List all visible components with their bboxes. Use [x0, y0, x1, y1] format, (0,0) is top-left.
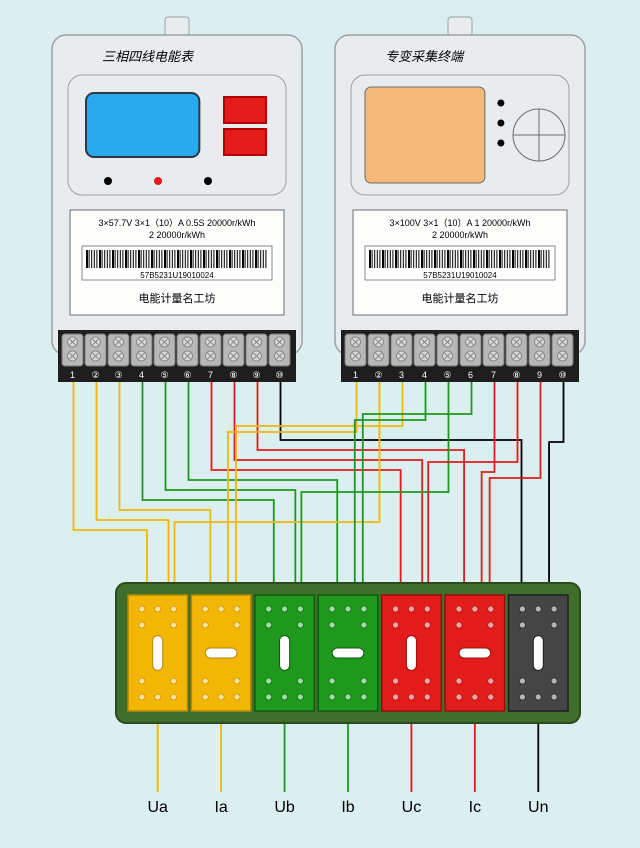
svg-text:Un: Un — [528, 799, 548, 816]
svg-text:②: ② — [91, 370, 99, 380]
svg-text:⑤: ⑤ — [160, 370, 168, 380]
svg-text:③: ③ — [114, 370, 122, 380]
svg-text:57B5231U19010024: 57B5231U19010024 — [423, 271, 497, 280]
svg-text:三相四线电能表: 三相四线电能表 — [102, 49, 195, 64]
svg-text:⑧: ⑧ — [229, 370, 237, 380]
svg-text:⑩: ⑩ — [558, 370, 566, 380]
svg-text:电能计量名工坊: 电能计量名工坊 — [422, 291, 499, 305]
svg-text:1: 1 — [353, 370, 358, 380]
svg-text:Uc: Uc — [402, 799, 422, 816]
svg-text:Ib: Ib — [341, 799, 354, 816]
svg-text:4: 4 — [139, 370, 144, 380]
svg-text:7: 7 — [208, 370, 213, 380]
svg-text:7: 7 — [491, 370, 496, 380]
svg-text:Ia: Ia — [214, 799, 227, 816]
svg-text:⑩: ⑩ — [275, 370, 283, 380]
svg-text:2 20000r/kWh: 2 20000r/kWh — [432, 230, 488, 240]
svg-text:6: 6 — [468, 370, 473, 380]
svg-text:57B5231U19010024: 57B5231U19010024 — [140, 271, 214, 280]
svg-text:⑧: ⑧ — [512, 370, 520, 380]
svg-text:⑤: ⑤ — [443, 370, 451, 380]
svg-text:专变采集终端: 专变采集终端 — [385, 49, 465, 64]
svg-text:②: ② — [374, 370, 382, 380]
svg-text:Ic: Ic — [469, 799, 481, 816]
svg-text:⑥: ⑥ — [183, 370, 191, 380]
svg-text:Ua: Ua — [147, 799, 168, 816]
svg-text:Ub: Ub — [274, 799, 295, 816]
svg-text:4: 4 — [422, 370, 427, 380]
svg-text:9: 9 — [537, 370, 542, 380]
svg-text:3×100V 3×1（10）A 1 200: 3×100V 3×1（10）A 1 20000r/kWh — [389, 218, 530, 228]
svg-text:电能计量名工坊: 电能计量名工坊 — [139, 291, 216, 305]
svg-text:⑨: ⑨ — [252, 370, 260, 380]
svg-text:3: 3 — [399, 370, 404, 380]
svg-text:1: 1 — [70, 370, 75, 380]
svg-text:2 20000r/kWh: 2 20000r/kWh — [149, 230, 205, 240]
svg-text:3×57.7V 3×1（10）A 0.5S 20: 3×57.7V 3×1（10）A 0.5S 20000r/kWh — [98, 218, 255, 228]
